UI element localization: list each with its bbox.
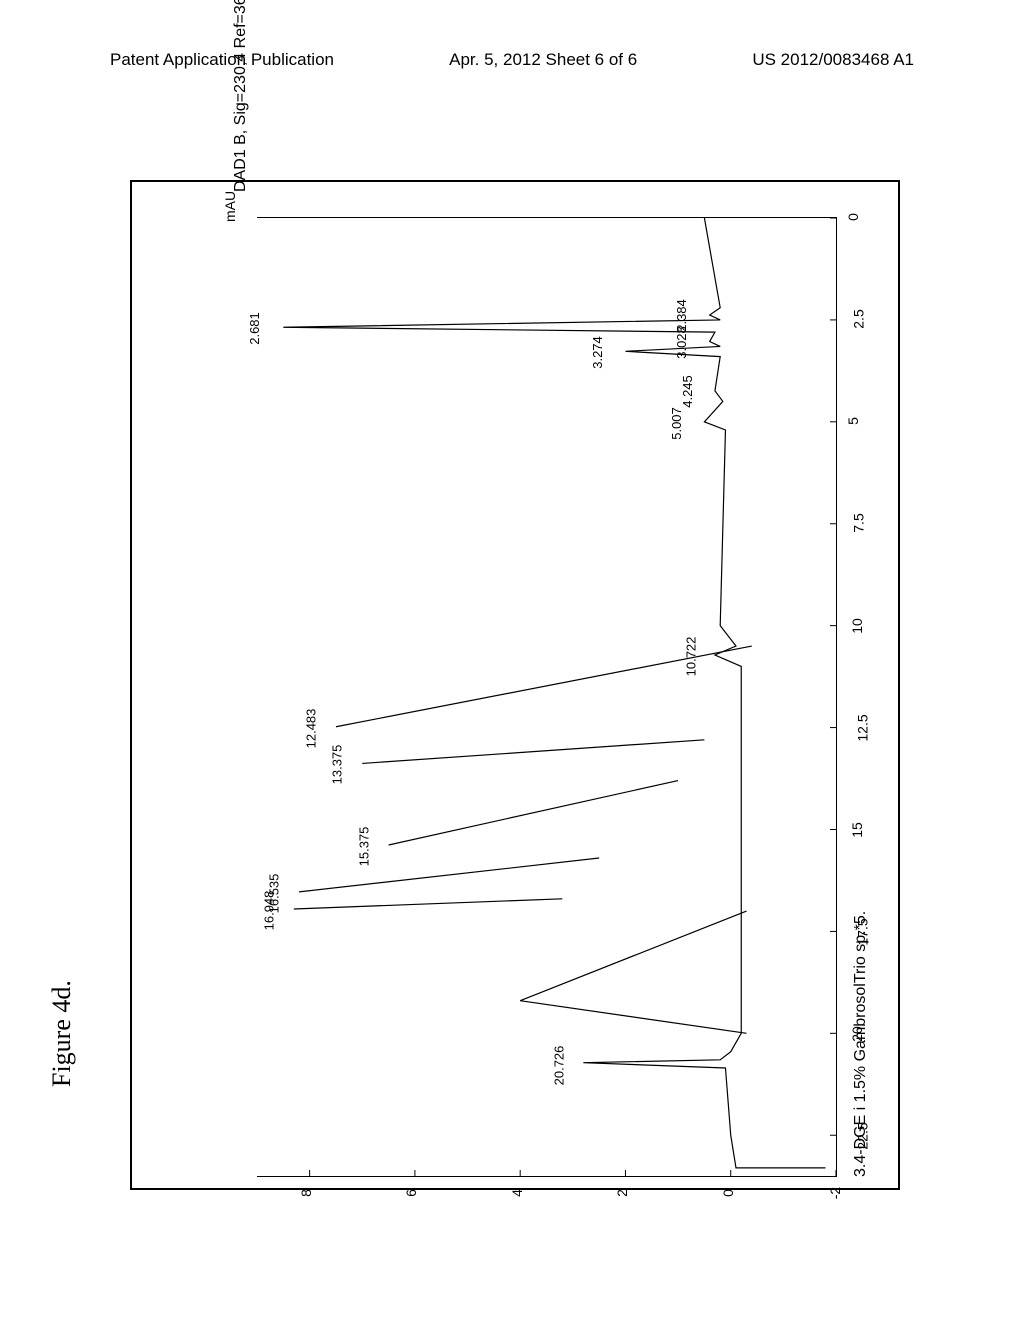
peak-label: 4.245 <box>679 376 694 409</box>
y-axis-label: mAU <box>222 191 238 222</box>
x-tick-label: 2.5 <box>851 309 867 328</box>
x-tick-label: 22.5 <box>855 1123 871 1150</box>
peak-label: 2.681 <box>247 312 262 345</box>
chart-title: DAD1 B, Sig=230,4 Ref=360,16 (DGE1350A\0… <box>232 0 250 192</box>
figure-frame: Figure 4d. DAD1 B, Sig=230,4 Ref=360,16 … <box>130 180 900 1190</box>
peak-label: 15.375 <box>356 827 371 867</box>
chromatogram-chart <box>257 217 837 1177</box>
y-tick-label: 2 <box>614 1189 630 1197</box>
date-sheet-label: Apr. 5, 2012 Sheet 6 of 6 <box>449 50 637 70</box>
x-tick-label: 15 <box>849 822 865 838</box>
x-tick-label: 7.5 <box>851 514 867 533</box>
publication-label: Patent Application Publication <box>110 50 334 70</box>
y-tick-label: 6 <box>403 1189 419 1197</box>
x-tick-label: 20 <box>849 1026 865 1042</box>
figure-caption: Figure 4d. <box>47 980 77 1087</box>
peak-label: 5.007 <box>669 407 684 440</box>
y-tick-label: 4 <box>509 1189 525 1197</box>
chart-svg <box>257 218 836 1176</box>
document-number: US 2012/0083468 A1 <box>752 50 914 70</box>
peak-label: 13.375 <box>330 745 345 785</box>
peak-label: 20.726 <box>551 1045 566 1085</box>
peak-label: 10.722 <box>683 637 698 677</box>
x-tick-label: 10 <box>849 618 865 634</box>
peak-label: 12.483 <box>303 709 318 749</box>
x-tick-label: 17.5 <box>855 918 871 945</box>
y-tick-label: 0 <box>719 1189 735 1197</box>
y-tick-label: 8 <box>298 1189 314 1197</box>
x-tick-label: 12.5 <box>855 714 871 741</box>
peak-label: 3.274 <box>590 336 605 369</box>
x-tick-label: 5 <box>845 417 861 425</box>
x-tick-label: 0 <box>845 213 861 221</box>
peak-label: 3.028 <box>674 326 689 359</box>
y-tick-label: -2 <box>827 1187 843 1199</box>
y-axis <box>237 217 257 1177</box>
peak-label: 16.948 <box>261 891 276 931</box>
